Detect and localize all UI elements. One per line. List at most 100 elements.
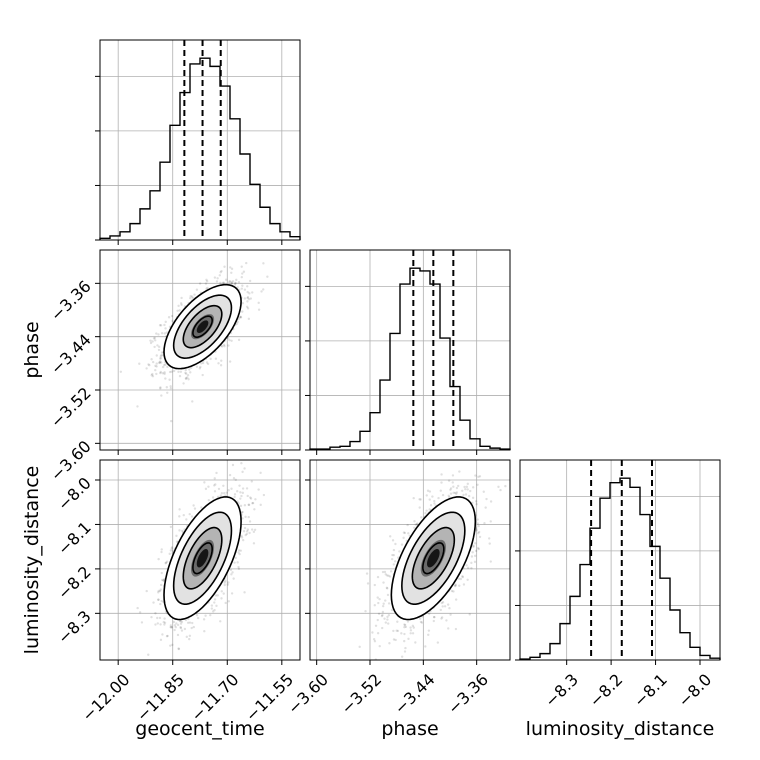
sample-point [166, 365, 169, 369]
sample-point [168, 370, 172, 374]
sample-point [378, 597, 381, 601]
sample-point [223, 265, 226, 268]
sample-point [200, 362, 203, 365]
sample-point [213, 601, 216, 604]
sample-point [433, 615, 436, 619]
sample-point [156, 344, 159, 347]
sample-point [474, 549, 478, 553]
sample-point [376, 632, 380, 635]
sample-point [247, 503, 250, 506]
sample-point [234, 281, 237, 285]
sample-point [418, 506, 421, 509]
sample-point [192, 504, 195, 507]
sample-point [161, 365, 165, 369]
sample-point [403, 632, 406, 636]
pair-frame [309, 459, 511, 661]
sample-point [243, 288, 247, 291]
sample-point [482, 490, 485, 493]
sample-point [475, 529, 478, 532]
sample-point [246, 296, 249, 300]
sample-point [248, 279, 252, 283]
sample-point [214, 594, 218, 597]
sample-point [189, 294, 192, 298]
sample-point [243, 503, 247, 507]
sample-point [419, 498, 422, 501]
sample-point [149, 341, 153, 345]
sample-point [173, 628, 176, 632]
sample-point [413, 526, 416, 529]
sample-point [476, 483, 479, 486]
sample-point [488, 542, 491, 545]
sample-point [466, 482, 470, 486]
sample-point [241, 510, 244, 514]
sample-point [221, 281, 225, 285]
sample-point [497, 485, 500, 489]
sample-point [246, 307, 250, 310]
sample-point [213, 484, 216, 487]
sample-point [151, 360, 155, 364]
sample-point [170, 547, 173, 550]
sample-point [225, 491, 228, 494]
sample-point [171, 319, 174, 323]
sample-point [385, 586, 389, 590]
sample-point [239, 504, 243, 508]
y-tick-label: −3.52 [47, 383, 95, 431]
pair-content [100, 460, 300, 660]
sample-point [220, 359, 223, 362]
sample-point [233, 561, 236, 564]
sample-point [436, 641, 440, 644]
sample-point [414, 641, 417, 644]
sample-point [377, 612, 381, 615]
sample-point [205, 287, 208, 290]
sample-point [228, 473, 232, 477]
sample-point [411, 624, 415, 628]
sample-point [230, 280, 233, 284]
sample-point [248, 292, 251, 295]
contour-line [172, 294, 233, 359]
sample-point [223, 344, 226, 348]
sample-point [180, 296, 183, 300]
sample-point [157, 361, 161, 364]
sample-point [246, 494, 249, 498]
sample-point [441, 493, 445, 497]
sample-point [433, 502, 436, 505]
sample-point [234, 282, 237, 285]
contour-line [182, 526, 223, 590]
sample-point [183, 627, 187, 631]
sample-point [447, 479, 451, 482]
sample-point [178, 529, 181, 532]
sample-point [177, 304, 180, 308]
contour-line [422, 542, 445, 575]
sample-point [439, 608, 442, 612]
sample-point [383, 570, 387, 574]
sample-point [173, 624, 177, 627]
sample-point [437, 496, 440, 500]
sample-point [451, 481, 454, 484]
sample-point [380, 614, 384, 618]
x-axis-label-phase: phase [381, 718, 438, 740]
sample-point [487, 537, 491, 540]
sample-point [394, 542, 397, 546]
sample-point [241, 487, 245, 490]
sample-point [400, 632, 403, 635]
sample-point [159, 356, 162, 360]
sample-point [205, 278, 208, 281]
sample-point [175, 540, 179, 543]
sample-point [237, 317, 240, 321]
sample-point [175, 534, 178, 538]
sample-point [229, 568, 233, 572]
sample-point [189, 366, 193, 370]
sample-point [195, 288, 199, 291]
sample-point [247, 515, 250, 519]
x-tick-label: −11.55 [242, 670, 297, 725]
sample-point [471, 501, 474, 505]
sample-point [253, 508, 256, 511]
sample-point [223, 581, 226, 584]
sample-point [170, 314, 174, 318]
sample-point [252, 530, 256, 534]
sample-point [155, 365, 158, 368]
sample-point [388, 642, 391, 645]
y-tick-label: −3.36 [47, 277, 95, 325]
sample-point [224, 278, 228, 281]
sample-point [228, 338, 231, 342]
